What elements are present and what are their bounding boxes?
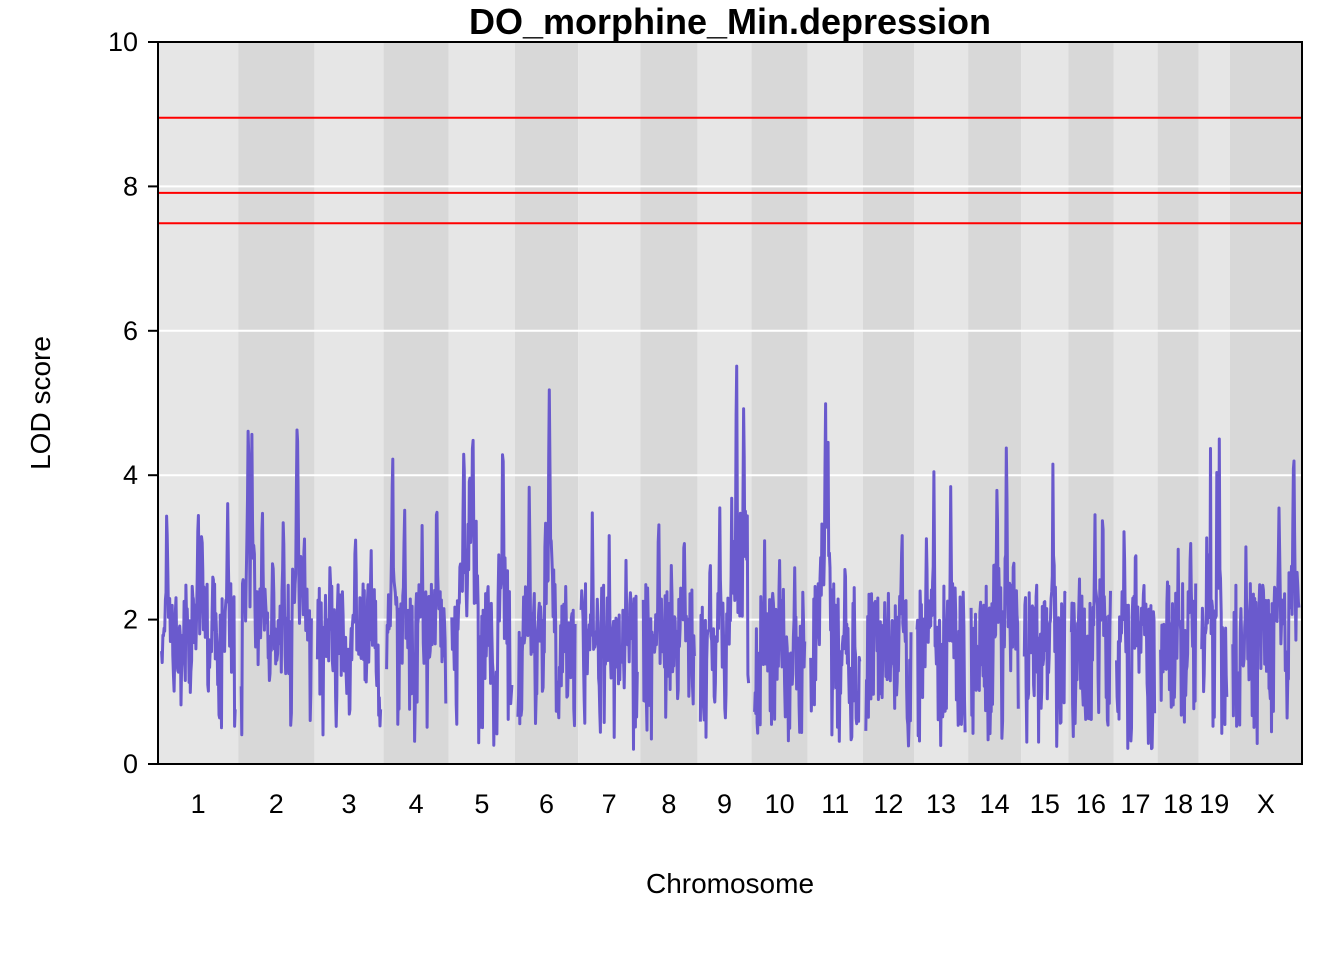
y-tick-label: 8 [123,171,138,201]
x-tick-label-chr-X: X [1257,789,1275,819]
x-axis-ticks: 1 2 3 4 5 6 7 8 9 10 11 12 13 14 15 16 17 18 19 X [191,789,1275,819]
lod-curve-chr-15 [1022,462,1067,748]
lod-curve-chr-14 [969,446,1020,742]
x-tick-label-chr-12: 12 [873,789,903,819]
plot-frame [157,41,1303,765]
x-tick-label-chr-8: 8 [661,789,676,819]
threshold-lines [158,116,1302,225]
lod-curve-chr-13 [915,470,967,747]
lod-curve-chr-17 [1115,530,1157,751]
x-axis-label: Chromosome [646,868,814,899]
lod-curve-chr-4 [385,457,448,743]
lod-curve-chr-6 [516,388,577,728]
lod-curve-chr-2 [239,428,313,737]
lod-curve-chr-12 [864,534,913,748]
chart-title: DO_morphine_Min.depression [469,1,991,42]
y-axis-ticks: 0 2 4 6 8 10 [108,27,158,779]
x-tick-label-chr-5: 5 [474,789,489,819]
lod-curve-group [160,364,1301,751]
lod-curve-chr-18 [1159,542,1198,724]
x-tick-label-chr-19: 19 [1199,789,1229,819]
lod-curve-chr-3 [315,538,383,737]
y-tick-label: 6 [123,316,138,346]
lod-curve-chr-19 [1200,437,1229,735]
x-tick-label-chr-3: 3 [341,789,356,819]
x-tick-label-chr-15: 15 [1030,789,1060,819]
lod-curve-chr-X [1231,459,1301,745]
x-tick-label-chr-4: 4 [409,789,424,819]
x-tick-label-chr-10: 10 [765,789,795,819]
y-tick-label: 10 [108,27,138,57]
lod-curve-chr-16 [1069,513,1112,738]
lod-curve-chr-9 [698,364,751,739]
x-tick-label-chr-11: 11 [821,789,849,819]
lod-curve-chr-1 [160,502,237,730]
chromosome-band-1 [158,42,239,764]
x-tick-label-chr-9: 9 [717,789,732,819]
lod-curve-chr-11 [809,402,862,743]
y-tick-label: 4 [123,460,138,490]
x-tick-label-chr-14: 14 [980,789,1010,819]
lod-curve-chr-5 [450,438,514,747]
y-tick-label: 0 [123,749,138,779]
x-tick-label-chr-18: 18 [1163,789,1193,819]
x-tick-label-chr-16: 16 [1076,789,1106,819]
x-tick-label-chr-1: 1 [191,789,206,819]
x-tick-label-chr-2: 2 [269,789,284,819]
x-tick-label-chr-17: 17 [1121,789,1151,819]
y-tick-label: 2 [123,605,138,635]
y-axis-label: LOD score [25,336,56,470]
x-tick-label-chr-13: 13 [926,789,956,819]
x-tick-label-chr-7: 7 [602,789,617,819]
lod-curve-chr-7 [579,511,639,751]
lod-curve-chr-10 [753,539,807,743]
x-tick-label-chr-6: 6 [539,789,554,819]
lod-curve-chr-8 [641,523,696,741]
